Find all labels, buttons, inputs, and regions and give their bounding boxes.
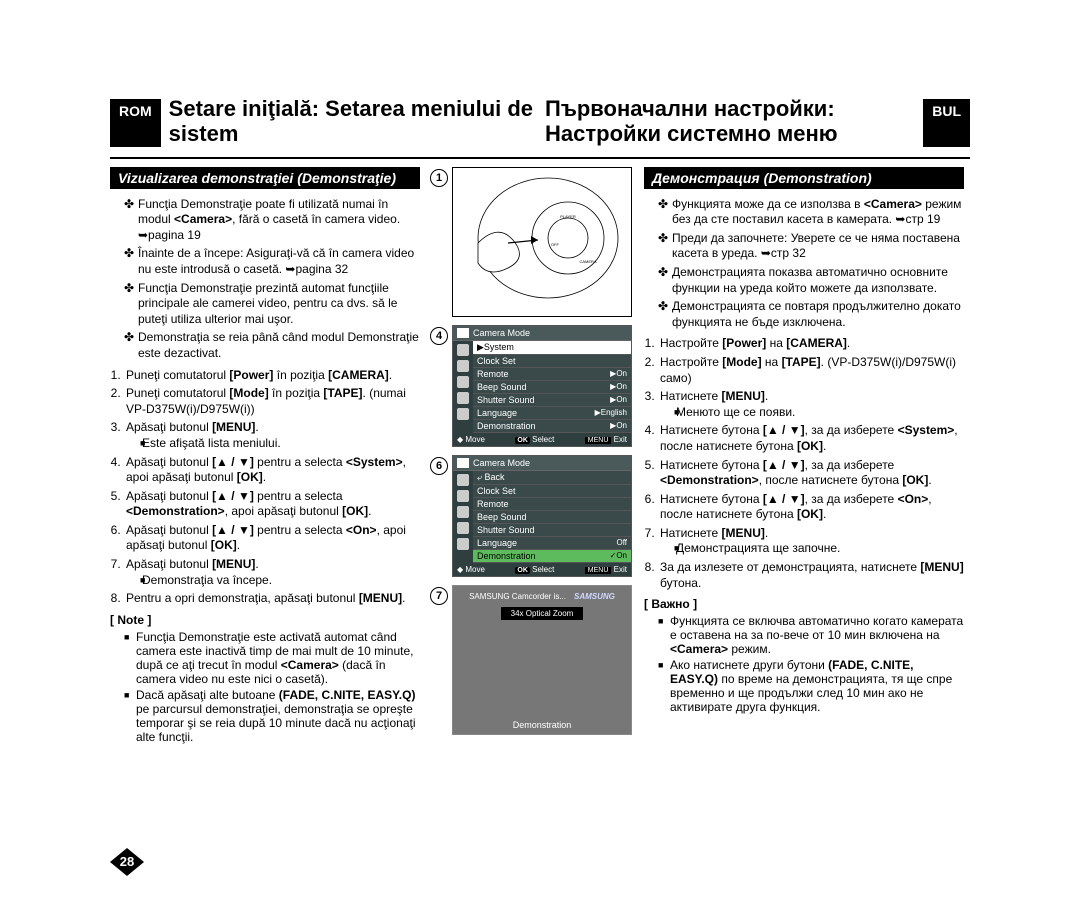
list-item: Dacă apăsaţi alte butoane (FADE, C.NITE,…: [124, 688, 420, 744]
menu-items: ▶System Clock SetRemote▶OnBeep Sound▶OnS…: [473, 341, 631, 433]
menu-screenshot-4: Camera Mode ▶System Clock SetRemote▶OnBe…: [452, 325, 632, 447]
list-item: Демонстрацията се повтаря продължително …: [658, 299, 964, 330]
list-item: Funcţia Demonstraţie poate fi utilizată …: [124, 197, 420, 244]
list-item: За да излезете от демонстрацията, натисн…: [658, 560, 964, 591]
figure-4: 4 Camera Mode ▶System Clock SetRemote▶On…: [452, 325, 634, 447]
header-rule: [110, 157, 970, 159]
note-label-left: [ Note ]: [110, 613, 420, 627]
left-bullets: Funcţia Demonstraţie poate fi utilizată …: [110, 197, 420, 362]
menu-row: Clock Set: [473, 485, 631, 498]
menu-row: ▶System: [473, 341, 631, 355]
menu-row: Clock Set: [473, 355, 631, 368]
page-title-left: Setare iniţială: Setarea meniului de sis…: [169, 96, 535, 147]
list-item: Натиснете [MENU].Менюто ще се появи.: [658, 389, 964, 420]
list-item: Apăsaţi butonul [▲ / ▼] pentru a selecta…: [124, 523, 420, 554]
center-figures: 1 PLAYER CAMERA OFF 4: [430, 167, 634, 746]
list-item: Puneţi comutatorul [Power] în poziţia [C…: [124, 368, 420, 384]
list-item: Funcţia Demonstraţie este activată autom…: [124, 630, 420, 686]
page-number: 28: [120, 854, 134, 869]
menu-title: Camera Mode: [473, 328, 530, 338]
list-item: Демонстрацията показва автоматично основ…: [658, 265, 964, 296]
samsung-logo: SAMSUNG: [574, 592, 615, 601]
figure-6: 6 Camera Mode ⤶ Back Clock SetRemoteBeep…: [452, 455, 634, 577]
lang-badge-right: BUL: [923, 99, 970, 147]
content-columns: Vizualizarea demonstraţiei (Demonstraţie…: [110, 167, 970, 746]
figure-number-icon: 4: [430, 327, 448, 345]
list-item: Функцията се включва автоматично когато …: [658, 614, 964, 656]
demo-msg: SAMSUNG Camcorder is...: [469, 592, 566, 601]
list-item: Demonstraţia va începe.: [140, 573, 420, 589]
right-bullets: Функцията може да се използва в <Camera>…: [644, 197, 964, 331]
menu-items: ⤶ Back Clock SetRemoteBeep SoundShutter …: [473, 471, 631, 563]
list-item: Apăsaţi butonul [▲ / ▼] pentru a selecta…: [124, 455, 420, 486]
demo-screenshot: SAMSUNG Camcorder is... SAMSUNG 34x Optic…: [452, 585, 632, 735]
svg-text:OFF: OFF: [551, 242, 560, 247]
list-item: Funcţia Demonstraţie prezintă automat fu…: [124, 281, 420, 328]
figure-number-icon: 7: [430, 587, 448, 605]
figure-1: 1 PLAYER CAMERA OFF: [452, 167, 634, 317]
figure-7: 7 SAMSUNG Camcorder is...SAMSUNG 34x Opt…: [452, 585, 634, 735]
list-item: Демонстрацията ще започне.: [674, 541, 964, 557]
list-item: Настройте [Power] на [CAMERA].: [658, 336, 964, 352]
left-steps: Puneţi comutatorul [Power] în poziţia [C…: [110, 368, 420, 607]
menu-side-icons: [453, 341, 473, 433]
list-item: Înainte de a începe: Asiguraţi-vă că în …: [124, 246, 420, 277]
section-title-right: Демонстрация (Demonstration): [644, 167, 964, 189]
menu-row: Shutter Sound: [473, 524, 631, 537]
list-item: Менюто ще се появи.: [674, 405, 964, 421]
menu-row: Language▶English: [473, 407, 631, 420]
header-row: ROM Setare iniţială: Setarea meniului de…: [110, 96, 970, 147]
right-steps: Настройте [Power] на [CAMERA]. Настройте …: [644, 336, 964, 591]
figure-number-icon: 6: [430, 457, 448, 475]
camera-icon: [457, 328, 469, 338]
svg-text:CAMERA: CAMERA: [579, 259, 596, 264]
menu-footer: ◆ Move OK Select MENU Exit: [453, 563, 631, 576]
demo-label: Demonstration: [513, 720, 572, 730]
list-item: Ако натиснете други бутони (FADE, C.NITE…: [658, 658, 964, 714]
page-number-badge: 28: [110, 848, 144, 876]
left-column: Vizualizarea demonstraţiei (Demonstraţie…: [110, 167, 420, 746]
list-item: Pentru a opri demonstraţia, apăsaţi buto…: [124, 591, 420, 607]
menu-row: LanguageOff: [473, 537, 631, 550]
section-title-left: Vizualizarea demonstraţiei (Demonstraţie…: [110, 167, 420, 189]
list-item: Преди да започнете: Уверете се че няма п…: [658, 231, 964, 262]
list-item: Натиснете бутона [▲ / ▼], за да изберете…: [658, 492, 964, 523]
right-notes: Функцията се включва автоматично когато …: [644, 614, 964, 714]
menu-row: Remote▶On: [473, 368, 631, 381]
page-title-right: Първоначални настройки: Настройки систем…: [545, 96, 915, 147]
list-item: Este afişată lista meniului.: [140, 436, 420, 452]
left-notes: Funcţia Demonstraţie este activată autom…: [110, 630, 420, 744]
menu-footer: ◆ Move OK Select MENU Exit: [453, 433, 631, 446]
list-item: Apăsaţi butonul [MENU].Demonstraţia va î…: [124, 557, 420, 588]
list-item: Настройте [Mode] на [TAPE]. (VP-D375W(i)…: [658, 355, 964, 386]
menu-row: Shutter Sound▶On: [473, 394, 631, 407]
lang-badge-left: ROM: [110, 99, 161, 147]
menu-screenshot-6: Camera Mode ⤶ Back Clock SetRemoteBeep S…: [452, 455, 632, 577]
menu-row: Beep Sound▶On: [473, 381, 631, 394]
menu-title: Camera Mode: [473, 458, 530, 468]
svg-text:PLAYER: PLAYER: [560, 214, 576, 219]
list-item: Puneţi comutatorul [Mode] în poziţia [TA…: [124, 386, 420, 417]
list-item: Функцията може да се използва в <Camera>…: [658, 197, 964, 228]
list-item: Apăsaţi butonul [▲ / ▼] pentru a selecta…: [124, 489, 420, 520]
list-item: Demonstraţia se reia până când modul Dem…: [124, 330, 420, 361]
zoom-label: 34x Optical Zoom: [501, 607, 584, 620]
figure-number-icon: 1: [430, 169, 448, 187]
manual-page: ROM Setare iniţială: Setarea meniului de…: [110, 96, 970, 856]
menu-row: Demonstration✓On: [473, 550, 631, 563]
list-item: Натиснете бутона [▲ / ▼], за да изберете…: [658, 423, 964, 454]
menu-side-icons: [453, 471, 473, 563]
right-column: Демонстрация (Demonstration) Функцията м…: [644, 167, 964, 746]
camera-diagram: PLAYER CAMERA OFF: [452, 167, 632, 317]
list-item: Apăsaţi butonul [MENU].Este afişată list…: [124, 420, 420, 451]
list-item: Натиснете бутона [▲ / ▼], за да изберете…: [658, 458, 964, 489]
menu-row: ⤶ Back: [473, 471, 631, 485]
camera-icon: [457, 458, 469, 468]
menu-row: Remote: [473, 498, 631, 511]
list-item: Натиснете [MENU].Демонстрацията ще започ…: [658, 526, 964, 557]
menu-row: Beep Sound: [473, 511, 631, 524]
menu-row: Demonstration▶On: [473, 420, 631, 433]
note-label-right: [ Важно ]: [644, 597, 964, 611]
